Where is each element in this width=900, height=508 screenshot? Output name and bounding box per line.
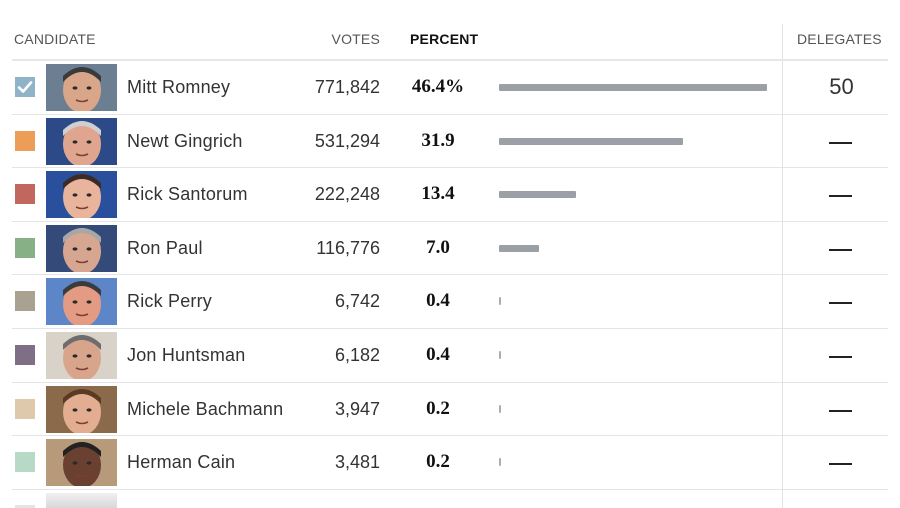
table-row[interactable]: Newt Gingrich 531,294 31.9	[0, 115, 900, 169]
percent-bar	[499, 297, 501, 306]
candidate-photo	[46, 117, 117, 165]
vote-count: 3,481	[334, 452, 380, 473]
candidate-photo	[46, 278, 117, 326]
vote-count: 6,182	[334, 344, 380, 365]
percent-value: 0.2	[426, 397, 450, 419]
results-header: CANDIDATE VOTES PERCENT DELEGATES	[0, 0, 900, 58]
candidate-photo	[46, 224, 117, 272]
delegates-dash	[829, 463, 852, 466]
candidate-photo	[46, 439, 117, 487]
delegates-count: 50	[829, 74, 854, 99]
table-row[interactable]: Mitt Romney 771,842 46.4% 50	[0, 61, 900, 115]
candidate-photo	[46, 493, 117, 508]
color-swatch	[15, 291, 35, 312]
table-row[interactable]: Ron Paul 116,776 7.0	[0, 222, 900, 276]
delegates-dash	[829, 409, 852, 412]
delegates-dash	[829, 302, 852, 305]
table-row-partial	[0, 489, 900, 508]
percent-bar	[499, 191, 576, 199]
candidate-photo	[46, 171, 117, 219]
vote-count: 771,842	[314, 77, 380, 97]
percent-value: 0.2	[426, 451, 450, 473]
delegates-dash	[829, 141, 852, 144]
color-swatch	[15, 130, 35, 151]
percent-value: 31.9	[421, 129, 455, 151]
vote-count: 6,742	[334, 291, 380, 312]
color-swatch	[15, 398, 35, 419]
percent-value: 7.0	[426, 236, 450, 258]
delegates-column-header[interactable]: DELEGATES	[797, 31, 882, 47]
color-swatch	[15, 505, 35, 508]
percent-value: 46.4%	[411, 76, 465, 97]
color-swatch	[15, 184, 35, 205]
candidate-column-header[interactable]: CANDIDATE	[14, 31, 96, 47]
percent-value: 0.4	[426, 290, 450, 312]
percent-value: 0.4	[426, 343, 450, 365]
table-row[interactable]: Rick Perry 6,742 0.4	[0, 275, 900, 329]
percent-bar	[499, 458, 501, 467]
color-swatch	[15, 452, 35, 473]
header-divider	[12, 59, 888, 61]
vote-count: 531,294	[314, 130, 380, 151]
delegates-dash	[829, 355, 852, 358]
percent-bar	[499, 137, 683, 145]
candidate-name: Ron Paul	[127, 237, 203, 258]
votes-column-header[interactable]: VOTES	[331, 31, 380, 47]
table-row[interactable]: Michele Bachmann 3,947 0.2	[0, 383, 900, 437]
color-swatch	[15, 344, 35, 365]
candidate-name: Michele Bachmann	[127, 398, 284, 419]
table-row[interactable]: Rick Santorum 222,248 13.4	[0, 168, 900, 222]
vote-count: 222,248	[314, 184, 380, 205]
candidate-name: Rick Perry	[127, 291, 213, 312]
percent-bar	[499, 404, 501, 413]
candidate-name: Jon Huntsman	[127, 344, 246, 365]
table-row[interactable]: Herman Cain 3,481 0.2	[0, 436, 900, 490]
delegates-dash	[829, 195, 852, 198]
percent-bar	[499, 84, 767, 91]
percent-value: 13.4	[421, 183, 455, 205]
table-row[interactable]: Jon Huntsman 6,182 0.4	[0, 329, 900, 383]
candidate-name: Herman Cain	[127, 452, 236, 473]
percent-bar	[499, 244, 539, 252]
checkmark-icon	[15, 77, 35, 97]
vote-count: 3,947	[334, 398, 380, 419]
candidate-name: Newt Gingrich	[127, 130, 243, 151]
delegates-dash	[829, 248, 852, 251]
color-swatch	[15, 237, 35, 258]
percent-bar	[499, 350, 501, 359]
delegates-divider	[782, 24, 783, 508]
candidate-name: Rick Santorum	[127, 184, 248, 205]
percent-column-header[interactable]: PERCENT	[410, 31, 479, 47]
candidate-photo	[46, 64, 117, 111]
candidate-name: Mitt Romney	[127, 77, 231, 97]
results-table: Mitt Romney 771,842 46.4% 50 Newt Gingrich 53…	[0, 61, 900, 490]
candidate-photo	[46, 331, 117, 379]
vote-count: 116,776	[316, 237, 380, 258]
candidate-photo	[46, 385, 117, 433]
